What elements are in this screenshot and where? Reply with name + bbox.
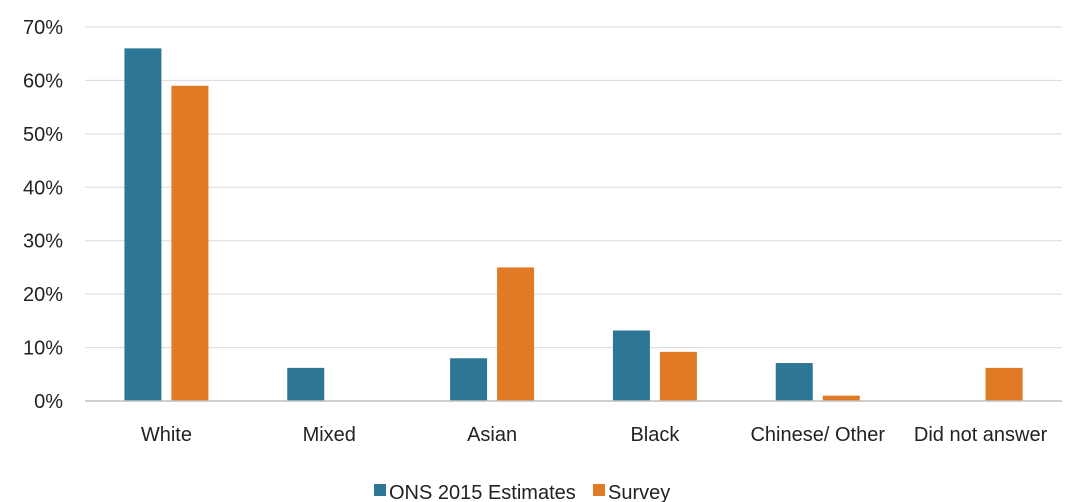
y-tick-label: 40%	[23, 177, 63, 199]
bars	[124, 48, 1023, 402]
legend-label: ONS 2015 Estimates	[389, 482, 576, 502]
bar-ons-2015-estimates-chinese-other	[775, 363, 813, 401]
bar-ons-2015-estimates-asian	[450, 358, 488, 401]
legend-label: Survey	[608, 482, 670, 502]
bar-ons-2015-estimates-mixed	[287, 367, 325, 401]
x-category-label: Black	[630, 424, 680, 446]
bar-ons-2015-estimates-white	[124, 48, 162, 401]
y-tick-label: 60%	[23, 70, 63, 92]
y-tick-label: 50%	[23, 124, 63, 146]
x-category-label: Chinese/ Other	[750, 424, 885, 446]
legend-swatch	[374, 484, 386, 496]
x-category-label: Asian	[467, 424, 517, 446]
y-tick-label: 70%	[23, 17, 63, 39]
bar-survey-asian	[497, 267, 535, 401]
y-tick-label: 20%	[23, 284, 63, 306]
x-category-label: Mixed	[303, 424, 356, 446]
gridlines	[85, 26, 1062, 349]
x-category-label: White	[141, 424, 192, 446]
x-category-label: Did not answer	[914, 424, 1048, 446]
bar-survey-white	[171, 85, 209, 402]
legend-swatch	[593, 484, 605, 496]
bar-survey-black	[659, 351, 697, 401]
x-axis-category-labels: White Mixed Asian Black Chinese/ Other Did no…	[141, 424, 1048, 446]
legend: ONS 2015 Estimates Survey	[374, 482, 670, 502]
y-axis-tick-labels: 0% 10% 20% 30% 40% 50% 60% 70%	[23, 17, 63, 413]
bar-ons-2015-estimates-black	[612, 330, 650, 401]
y-tick-label: 30%	[23, 231, 63, 253]
y-tick-label: 10%	[23, 338, 63, 360]
bar-survey-chinese-other	[822, 395, 860, 401]
bar-survey-did-not-answer	[985, 367, 1023, 401]
y-tick-label: 0%	[34, 391, 63, 413]
